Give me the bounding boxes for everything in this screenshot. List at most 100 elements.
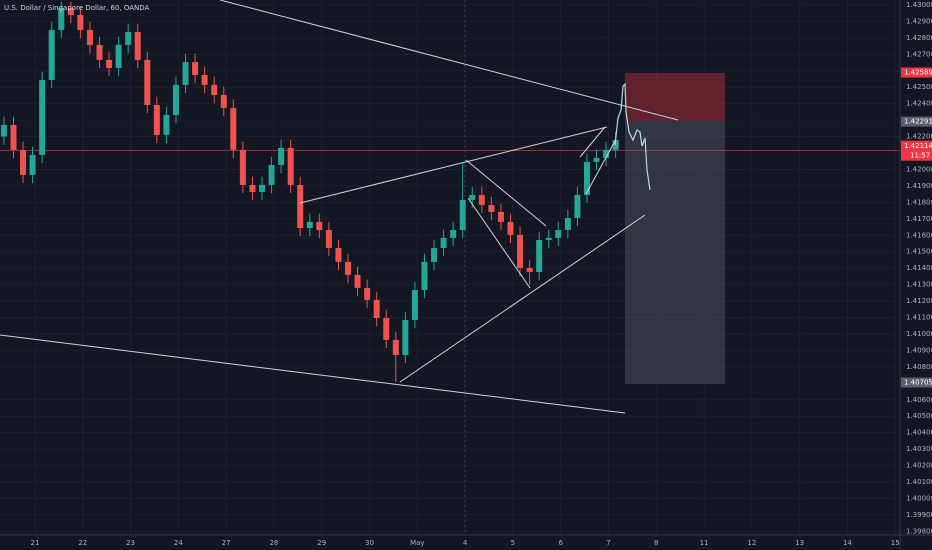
candle-body bbox=[354, 274, 361, 288]
candle-body bbox=[392, 339, 399, 356]
candle-body bbox=[306, 221, 313, 229]
trend-line bbox=[0, 334, 626, 414]
level-badge-label: 1.42589 bbox=[904, 69, 932, 77]
y-tick-label: 1.42900 bbox=[906, 17, 932, 25]
candle-body bbox=[440, 237, 447, 248]
wedge-line bbox=[579, 126, 606, 158]
y-tick-label: 1.42800 bbox=[906, 34, 932, 42]
candle-body bbox=[421, 261, 428, 291]
y-tick-label: 1.40800 bbox=[906, 363, 932, 371]
y-tick-label: 1.40400 bbox=[906, 429, 932, 437]
trend-line bbox=[299, 126, 608, 204]
x-tick-label: 23 bbox=[126, 539, 135, 547]
x-tick-label: 5 bbox=[511, 539, 515, 547]
candle-body bbox=[383, 318, 390, 340]
x-tick-label: 15 bbox=[891, 539, 900, 547]
y-tick-label: 1.40200 bbox=[906, 462, 932, 470]
y-tick-label: 1.42000 bbox=[906, 165, 932, 173]
x-tick-label: 8 bbox=[654, 539, 658, 547]
y-tick-label: 1.41700 bbox=[906, 215, 932, 223]
x-tick-label: May bbox=[410, 539, 424, 547]
x-tick-label: 30 bbox=[365, 539, 374, 547]
candle-body bbox=[612, 140, 619, 150]
candle-body bbox=[364, 287, 371, 300]
candle-body bbox=[39, 79, 46, 155]
candle-body bbox=[507, 221, 514, 235]
candle-body bbox=[431, 247, 438, 262]
candle-body bbox=[239, 149, 246, 185]
trend-line bbox=[399, 214, 646, 383]
level-badge bbox=[901, 377, 932, 388]
countdown-label: 11:57 bbox=[910, 152, 930, 160]
candle-body bbox=[249, 184, 256, 192]
y-tick-label: 1.41300 bbox=[906, 281, 932, 289]
level-badge bbox=[901, 116, 932, 127]
candle-body bbox=[574, 194, 581, 218]
y-tick-label: 1.40600 bbox=[906, 396, 932, 404]
candle-body bbox=[67, 7, 74, 15]
trend-line bbox=[219, 0, 679, 121]
candle-body bbox=[134, 31, 141, 60]
candle-body bbox=[10, 124, 17, 150]
candle-body bbox=[345, 261, 352, 275]
candle-body bbox=[153, 104, 160, 135]
candle-body bbox=[115, 44, 122, 68]
candle-body bbox=[278, 147, 285, 166]
y-tick-label: 1.41600 bbox=[906, 231, 932, 239]
candle-body bbox=[20, 149, 27, 175]
candle-body bbox=[220, 94, 227, 108]
candle-body bbox=[488, 204, 495, 212]
candle-body bbox=[182, 62, 189, 85]
candle-body bbox=[106, 59, 113, 68]
y-tick-label: 1.42700 bbox=[906, 50, 932, 58]
y-tick-label: 1.39900 bbox=[906, 511, 932, 519]
wedge-line bbox=[585, 140, 616, 195]
x-tick-label: 24 bbox=[174, 539, 183, 547]
channel-line bbox=[465, 159, 547, 227]
x-tick-label: 29 bbox=[317, 539, 326, 547]
candle-body bbox=[583, 161, 590, 195]
y-tick-label: 1.40300 bbox=[906, 445, 932, 453]
y-tick-label: 1.40000 bbox=[906, 494, 932, 502]
y-tick-label: 1.41900 bbox=[906, 182, 932, 190]
candle-body bbox=[0, 124, 7, 137]
candle-body bbox=[48, 29, 55, 80]
x-tick-label: 11 bbox=[700, 539, 709, 547]
y-tick-label: 1.40900 bbox=[906, 346, 932, 354]
y-tick-label: 1.42200 bbox=[906, 133, 932, 141]
candles bbox=[0, 1, 619, 383]
level-badge bbox=[901, 67, 932, 78]
candle-body bbox=[478, 194, 485, 205]
axes: 1.430001.429001.428001.427001.426001.425… bbox=[31, 1, 932, 547]
candle-body bbox=[469, 194, 476, 200]
candle-body bbox=[545, 237, 552, 241]
candle-body bbox=[258, 184, 265, 192]
y-tick-label: 1.41800 bbox=[906, 198, 932, 206]
candle-body bbox=[287, 147, 294, 185]
candle-body bbox=[603, 149, 610, 158]
candle-body bbox=[402, 319, 409, 356]
candle-body bbox=[555, 229, 562, 238]
x-tick-label: 4 bbox=[463, 539, 468, 547]
price-badge bbox=[901, 140, 932, 161]
x-tick-label: 28 bbox=[269, 539, 278, 547]
candle-body bbox=[411, 290, 418, 320]
candle-body bbox=[211, 84, 218, 95]
channel-line bbox=[467, 197, 531, 289]
x-tick-label: 13 bbox=[795, 539, 804, 547]
y-tick-label: 1.40100 bbox=[906, 478, 932, 486]
level-badge-label: 1.42291 bbox=[904, 118, 932, 126]
x-tick-label: 27 bbox=[222, 539, 231, 547]
stop-zone bbox=[625, 73, 725, 121]
y-tick-label: 1.41000 bbox=[906, 330, 932, 338]
candle-body bbox=[517, 234, 524, 268]
x-tick-label: 22 bbox=[78, 539, 87, 547]
candle-body bbox=[316, 221, 323, 230]
projection-path bbox=[614, 82, 651, 191]
y-tick-label: 1.43000 bbox=[906, 1, 932, 9]
target-zone bbox=[625, 121, 725, 384]
candle-body bbox=[593, 157, 600, 162]
y-tick-label: 1.41400 bbox=[906, 264, 932, 272]
x-tick-label: 12 bbox=[747, 539, 756, 547]
y-tick-label: 1.41500 bbox=[906, 248, 932, 256]
